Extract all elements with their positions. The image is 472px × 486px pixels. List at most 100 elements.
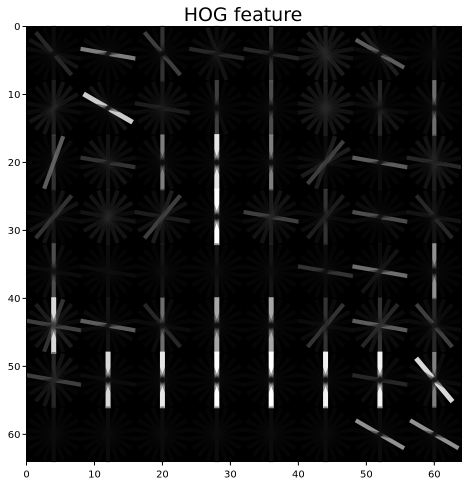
y-tick-label: 0 (14, 22, 20, 33)
hog-orientation-bin (205, 135, 229, 190)
hog-orientation-bin (251, 248, 291, 294)
hog-orientation-bin (314, 135, 338, 190)
hog-orientation-bin (137, 255, 188, 287)
hog-orientation-bin (82, 364, 134, 396)
hog-orientation-bin (150, 298, 174, 353)
hog-cell (25, 188, 82, 245)
hog-orientation-bin (245, 418, 297, 451)
hog-orientation-bin (137, 364, 188, 396)
hog-orientation-bin (414, 30, 454, 77)
hog-orientation-bin (352, 155, 408, 170)
hog-cell (297, 406, 354, 463)
hog-cell (134, 297, 191, 354)
hog-cell (243, 25, 300, 82)
hog-orientation-bin (205, 135, 229, 190)
hog-cell (188, 80, 245, 136)
hog-orientation-bin (80, 373, 136, 387)
hog-orientation-bin (354, 364, 406, 396)
hog-orientation-bin (306, 302, 346, 349)
hog-orientation-bin (134, 427, 191, 442)
hog-orientation-bin (245, 92, 297, 124)
hog-orientation-bin (406, 318, 463, 333)
hog-orientation-bin (251, 30, 291, 77)
hog-orientation-bin (142, 248, 182, 294)
hog-orientation-bin (300, 255, 351, 287)
hog-orientation-bin (82, 92, 134, 124)
hog-orientation-bin (134, 101, 191, 115)
hog-orientation-bin (188, 46, 245, 61)
hog-orientation-bin (352, 155, 408, 170)
hog-orientation-bin (259, 407, 283, 462)
hog-cell (188, 134, 245, 191)
hog-orientation-bin (25, 427, 82, 442)
hog-orientation-bin (314, 352, 338, 407)
hog-orientation-bin (360, 357, 400, 403)
hog-cell (188, 351, 245, 409)
hog-orientation-bin (251, 139, 291, 186)
hog-orientation-bin (352, 46, 408, 61)
hog-orientation-bin (134, 46, 191, 61)
hog-cell (243, 351, 300, 409)
hog-orientation-bin (259, 244, 283, 299)
hog-orientation-bin (406, 264, 463, 279)
hog-orientation-bin (368, 407, 392, 462)
hog-cell (352, 297, 408, 354)
hog-orientation-bin (197, 411, 237, 458)
hog-orientation-bin (245, 309, 297, 342)
hog-orientation-bin (354, 92, 406, 124)
hog-orientation-bin (422, 81, 446, 136)
axis-ticks: 0 10 20 30 40 50 60 0 10 20 30 40 50 60 (8, 22, 441, 481)
hog-orientation-bin (80, 46, 136, 61)
hog-orientation-bin (300, 364, 351, 396)
hog-orientation-bin (137, 309, 188, 342)
hog-orientation-bin (80, 264, 136, 279)
hog-orientation-bin (80, 264, 136, 279)
hog-orientation-bin (191, 418, 243, 451)
hog-cell (352, 351, 408, 409)
hog-cell (352, 406, 408, 463)
hog-cell (25, 134, 82, 191)
hog-orientation-bin (259, 407, 283, 462)
x-tick-label: 0 (23, 470, 29, 481)
hog-orientation-bin (188, 155, 245, 170)
hog-cell (352, 134, 408, 191)
hog-cell (80, 25, 136, 82)
hog-orientation-bin (28, 255, 79, 287)
hog-orientation-bin (360, 411, 400, 458)
hog-orientation-bin (134, 46, 191, 61)
x-tick-label: 60 (428, 470, 441, 481)
hog-cell (80, 243, 136, 300)
hog-orientation-bin (205, 352, 229, 407)
hog-orientation-bin (205, 244, 229, 299)
x-tick-label: 10 (88, 470, 101, 481)
hog-orientation-bin (137, 309, 188, 342)
hog-cell (297, 25, 354, 82)
hog-orientation-bin (80, 318, 136, 333)
hog-orientation-bin (360, 85, 400, 131)
hog-orientation-bin (134, 318, 191, 333)
hog-cell (134, 406, 191, 463)
hog-orientation-bin (245, 255, 297, 287)
hog-orientation-bin (409, 255, 460, 287)
hog-orientation-bin (422, 352, 446, 407)
hog-orientation-bin (205, 407, 229, 462)
hog-orientation-bin (82, 146, 134, 179)
hog-orientation-bin (88, 248, 128, 294)
hog-orientation-bin (150, 81, 174, 136)
hog-orientation-bin (259, 352, 283, 407)
hog-orientation-bin (88, 411, 128, 458)
hog-orientation-bin (188, 209, 245, 224)
hog-orientation-bin (142, 139, 182, 186)
hog-orientation-bin (25, 264, 82, 279)
hog-orientation-bin (406, 46, 463, 61)
hog-orientation-bin (300, 364, 351, 396)
hog-orientation-bin (137, 418, 188, 451)
hog-cell (134, 188, 191, 245)
hog-orientation-bin (414, 411, 454, 458)
hog-orientation-bin (243, 264, 300, 279)
hog-orientation-bin (251, 411, 291, 458)
hog-orientation-bin (188, 318, 245, 333)
hog-orientation-bin (188, 264, 245, 279)
hog-cell (25, 406, 82, 463)
hog-orientation-bin (134, 155, 191, 170)
